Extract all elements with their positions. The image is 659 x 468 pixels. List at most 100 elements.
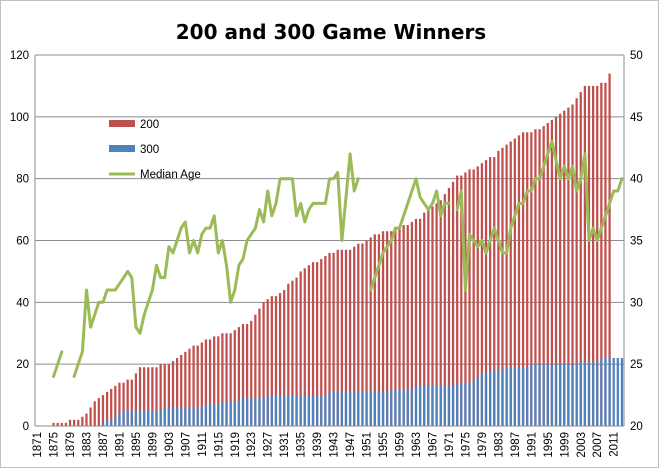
bar-200-1960 [402,225,405,426]
bar-300-2006 [591,361,595,426]
bar-300-1946 [344,391,348,426]
bar-200-1965 [423,212,426,426]
bar-200-2001 [571,104,574,426]
bar-200-1977 [472,169,475,426]
bar-300-1934 [295,395,298,426]
bar-300-1917 [225,401,228,426]
bar-200-1922 [245,323,249,426]
bar-200-1989 [521,132,525,426]
x-tick-label-1983: 1983 [493,432,505,458]
bar-200-1901 [159,364,162,426]
bar-200-1907 [184,351,187,426]
y-tick-label-40: 40 [16,297,29,309]
bar-300-1907 [184,407,187,426]
x-tick-label-1907: 1907 [180,432,192,458]
bar-300-1959 [398,388,401,426]
bar-200-1890 [114,385,117,426]
bar-300-1956 [386,391,389,426]
x-tick-label-1967: 1967 [427,432,439,458]
bar-300-1923 [250,398,253,426]
bar-200-1938 [311,262,315,426]
bar-200-1950 [361,243,364,426]
y2-tick-label-50: 50 [630,50,643,62]
legend: 200 300 Median Age [109,119,201,181]
bar-300-1941 [324,395,327,426]
bar-300-1895 [134,410,138,426]
bar-300-1997 [554,364,558,426]
bar-200-1892 [122,382,125,426]
bar-300-1898 [147,410,150,426]
bar-200-1947 [348,249,352,426]
bar-200-2009 [604,82,607,426]
bar-300-2011 [612,357,615,426]
bar-200-2007 [596,85,599,427]
bar-200-1914 [213,336,216,426]
bar-300-1892 [122,410,125,426]
bar-300-1945 [340,391,343,426]
bar-200-1921 [241,323,245,426]
bar-300-1894 [130,410,133,426]
bar-200-1876 [56,422,59,426]
bar-300-1949 [357,391,360,426]
bar-300-2000 [567,364,570,426]
bar-200-1954 [377,234,381,426]
bar-200-1943 [332,252,335,426]
bar-300-2004 [583,361,587,426]
bar-300-1906 [180,407,183,426]
bar-200-1990 [526,132,529,426]
bar-200-1894 [130,379,133,426]
x-tick-label-1871: 1871 [32,432,44,458]
bar-300-1969 [439,385,442,426]
bar-200-2010 [608,73,611,427]
bar-200-1941 [324,255,327,426]
bar-300-1937 [307,395,311,426]
x-tick-label-1975: 1975 [460,432,472,458]
bar-200-1910 [196,345,199,426]
bar-300-1957 [390,388,393,426]
bar-200-1952 [369,237,372,426]
bar-300-1984 [501,370,504,426]
bar-200-1944 [336,249,339,426]
bar-300-1909 [192,407,195,426]
y2-tick-label-20: 20 [630,421,643,433]
bar-300-1970 [443,385,446,426]
bar-300-2009 [604,357,607,426]
bar-300-1954 [377,391,381,426]
bar-300-1924 [254,398,257,426]
bar-300-1978 [476,376,479,426]
bar-200-1937 [307,265,311,426]
y-tick-label-120: 120 [10,50,29,62]
x-tick-label-2011: 2011 [609,432,621,457]
bar-300-1991 [530,364,533,426]
bar-300-1935 [299,395,302,426]
x-tick-label-1911: 1911 [197,432,209,457]
bar-200-1953 [373,234,376,426]
bar-200-1935 [299,271,302,426]
bar-300-1922 [245,398,249,426]
x-tick-label-1887: 1887 [98,432,110,458]
bar-300-1942 [328,391,331,426]
bar-300-1926 [262,398,265,426]
y-tick-label-0: 0 [23,421,29,433]
x-tick-label-1899: 1899 [147,432,159,458]
bar-200-1888 [105,391,109,426]
bar-300-2002 [575,364,578,426]
bar-300-2012 [616,357,619,426]
bar-200-1927 [266,299,269,426]
bar-300-1966 [427,385,430,426]
bar-300-1986 [509,367,512,426]
bar-200-1924 [254,314,257,426]
bar-300-1950 [361,391,364,426]
bar-200-1929 [274,296,278,426]
bar-300-1994 [542,364,545,426]
bar-300-1888 [105,419,109,426]
bar-300-1992 [534,364,537,426]
x-tick-label-1883: 1883 [81,432,93,458]
bar-200-1885 [93,401,96,426]
bar-200-1984 [501,147,504,426]
bar-300-1958 [394,388,397,426]
legend-label-200: 200 [140,119,159,131]
bar-200-1964 [418,218,422,426]
bar-300-1927 [266,395,269,426]
